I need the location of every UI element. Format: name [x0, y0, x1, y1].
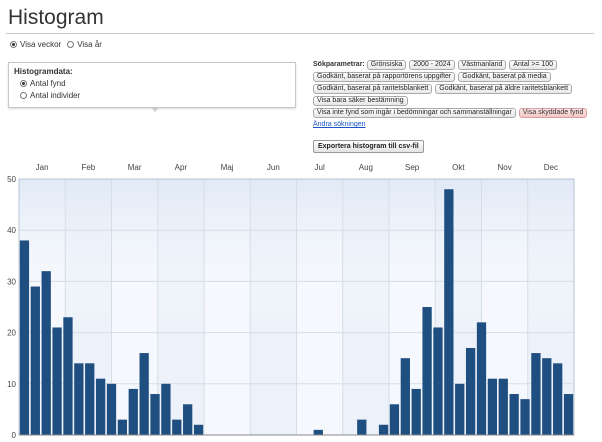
- histogram-bar: [357, 419, 367, 435]
- histogram-bar: [128, 388, 138, 435]
- month-label: Apr: [175, 163, 188, 172]
- search-params-label: Sökparametrar:: [313, 61, 365, 68]
- view-years-label: Visa år: [77, 40, 102, 49]
- histogram-bar: [520, 399, 530, 435]
- histogram-bar: [95, 378, 106, 435]
- count-individuals-option[interactable]: Antal individer: [20, 91, 284, 100]
- histogram-bar: [553, 363, 563, 435]
- histogram-bar: [30, 286, 40, 435]
- month-label: Aug: [359, 163, 373, 172]
- title-divider: [6, 33, 594, 34]
- histogram-bar: [63, 317, 73, 435]
- view-weeks-option[interactable]: Visa veckor: [10, 40, 61, 49]
- change-search-link[interactable]: Ändra sökningen: [313, 121, 366, 128]
- histogram-bar: [193, 424, 204, 435]
- month-label: Sep: [405, 163, 420, 172]
- histogram-bar: [465, 347, 476, 435]
- radio-count-individuals[interactable]: [20, 92, 27, 99]
- histogram-bar: [476, 322, 487, 435]
- search-tag: Godkänt, baserat på rapportörens uppgift…: [313, 72, 456, 82]
- histogram-bar: [150, 394, 160, 435]
- histogram-bar: [313, 429, 323, 435]
- search-tag: Visa bara säker bestämning: [313, 96, 408, 106]
- histogram-chart: 0 10 20 30 40 50 Jan Feb Mar Apr Maj Jun Jul Aug Sep Ok…: [7, 163, 575, 440]
- month-label: Dec: [544, 163, 558, 172]
- search-tag: 2000 - 2024: [409, 60, 455, 70]
- histogram-bar: [422, 307, 432, 435]
- histogram-bar: [498, 378, 508, 435]
- count-individuals-label: Antal individer: [30, 91, 81, 100]
- search-tag: Visa skyddade fynd: [518, 108, 588, 118]
- count-records-label: Antal fynd: [30, 79, 66, 88]
- histogram-bar: [117, 419, 128, 435]
- search-parameters: Sökparametrar: Grönsiska 2000 - 2024 Väst…: [313, 60, 598, 130]
- histogram-data-heading: Histogramdata:: [14, 67, 73, 76]
- search-tag: Antal >= 100: [509, 60, 558, 70]
- histogram-bar: [106, 383, 117, 435]
- y-tick-label: 0: [12, 431, 17, 440]
- month-label: Okt: [452, 163, 465, 172]
- y-tick-label: 10: [7, 380, 16, 389]
- histogram-bar: [85, 363, 95, 435]
- histogram-bar: [563, 394, 574, 435]
- histogram-bar: [41, 271, 51, 435]
- view-toggle: Visa veckor Visa år: [10, 40, 108, 49]
- count-records-option[interactable]: Antal fynd: [20, 79, 284, 88]
- search-tag-list: Grönsiska 2000 - 2024 Västmanland Antal …: [313, 60, 588, 118]
- y-tick-label: 40: [7, 226, 16, 235]
- search-tag: Godkänt, baserat på raritetsblankett: [313, 84, 433, 94]
- panel-pointer-icon: [151, 107, 159, 112]
- histogram-bar: [139, 353, 149, 435]
- search-tag: Västmanland: [457, 60, 507, 70]
- histogram-bar: [19, 240, 30, 435]
- histogram-bar: [52, 327, 62, 435]
- histogram-bar: [172, 419, 182, 435]
- view-weeks-label: Visa veckor: [20, 40, 62, 49]
- histogram-bar: [74, 363, 84, 435]
- search-tag: Grönsiska: [366, 60, 407, 70]
- histogram-bar: [161, 383, 171, 435]
- month-label: Jul: [315, 163, 325, 172]
- month-label: Jun: [267, 163, 280, 172]
- month-label: Feb: [81, 163, 95, 172]
- y-tick-label: 20: [7, 329, 16, 338]
- radio-count-records[interactable]: [20, 80, 27, 87]
- search-tag: Godkänt, baserat på äldre raritetsblanke…: [435, 84, 573, 94]
- search-tag: Godkänt, baserat på media: [458, 72, 551, 82]
- histogram-bar: [444, 189, 454, 435]
- histogram-bar: [183, 404, 193, 435]
- histogram-data-panel: Histogramdata: Antal fynd Antal individe…: [8, 62, 296, 108]
- histogram-bar: [411, 388, 421, 435]
- histogram-bar: [433, 327, 443, 435]
- histogram-bar: [378, 424, 389, 435]
- export-csv-button[interactable]: Exportera histogram till csv-fil: [313, 140, 424, 153]
- month-label: Nov: [498, 163, 512, 172]
- histogram-bar: [509, 394, 519, 435]
- histogram-bar: [455, 383, 465, 435]
- histogram-bar: [487, 378, 498, 435]
- histogram-bar: [400, 358, 410, 435]
- view-years-option[interactable]: Visa år: [67, 40, 102, 49]
- y-tick-label: 30: [7, 277, 16, 286]
- month-label: Maj: [221, 163, 234, 172]
- histogram-bar: [542, 358, 552, 435]
- y-tick-label: 50: [7, 175, 16, 184]
- month-label: Mar: [128, 163, 142, 172]
- histogram-bar: [531, 353, 541, 435]
- radio-years[interactable]: [67, 41, 75, 48]
- month-label: Jan: [36, 163, 49, 172]
- search-tag: Visa inte fynd som ingår i bedömningar o…: [313, 108, 516, 118]
- radio-weeks[interactable]: [10, 41, 17, 48]
- page-title: Histogram: [8, 6, 104, 29]
- histogram-bar: [389, 404, 400, 435]
